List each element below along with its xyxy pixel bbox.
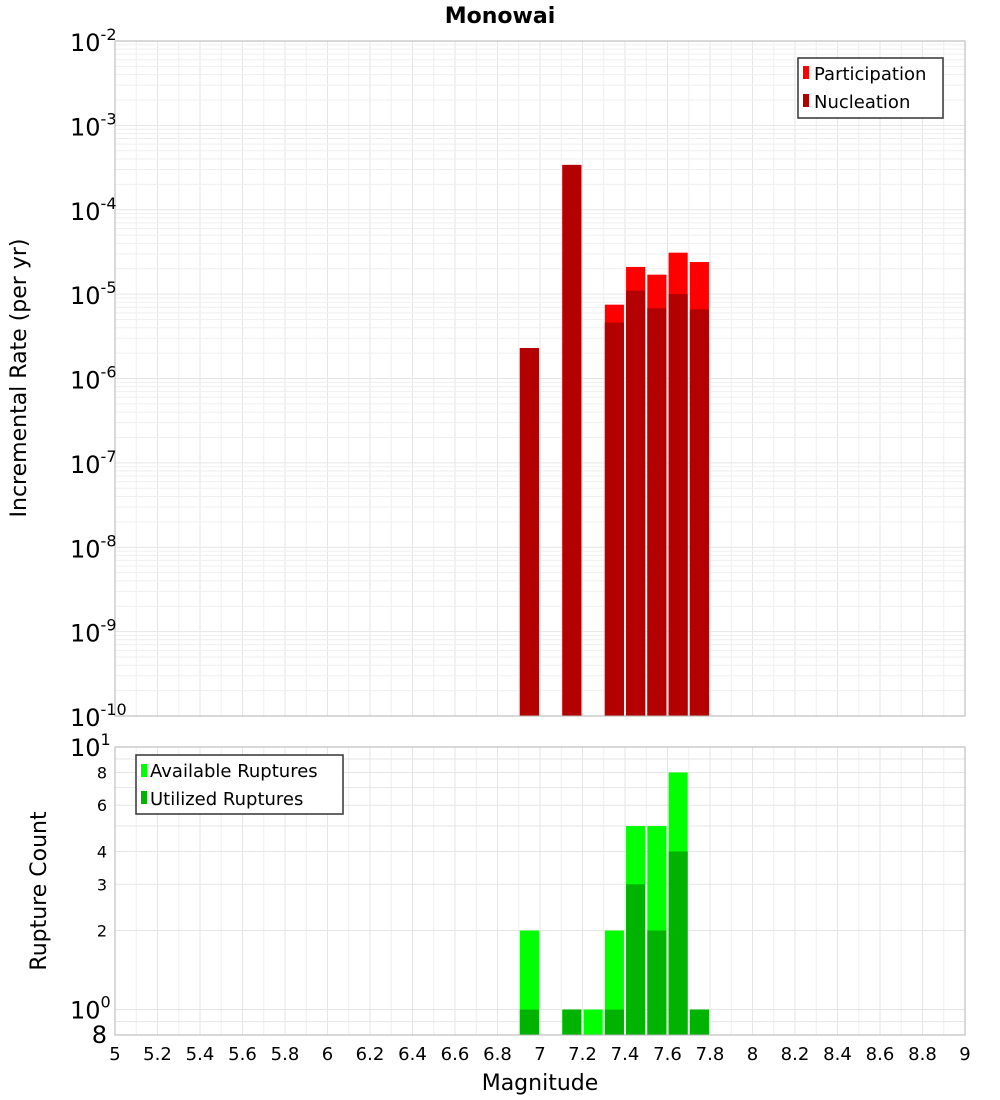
x-tick-label: 6.4 bbox=[398, 1044, 427, 1065]
count-y-tick-label: 8 bbox=[92, 1021, 107, 1049]
legend-available-swatch bbox=[141, 764, 147, 777]
rate-y-tick-label: 10-3 bbox=[70, 109, 117, 141]
legend-participation-label: Participation bbox=[814, 64, 926, 85]
legend-participation-swatch bbox=[803, 66, 809, 79]
x-tick-label: 7.4 bbox=[611, 1044, 640, 1065]
nucleation-bar bbox=[668, 294, 688, 716]
rate-y-tick-label: 10-7 bbox=[70, 447, 117, 479]
count-y-tick-label: 8 bbox=[97, 763, 107, 782]
rate-bars bbox=[519, 164, 709, 716]
rate-y-tick-label: 10-9 bbox=[70, 616, 117, 648]
available-bar bbox=[604, 930, 624, 1035]
count-y-tick-label: 3 bbox=[97, 875, 107, 894]
nucleation-bar bbox=[562, 164, 582, 716]
count-legend: Available Ruptures Utilized Ruptures bbox=[135, 754, 344, 815]
x-tick-label: 6.8 bbox=[483, 1044, 512, 1065]
nucleation-bar bbox=[626, 290, 646, 716]
x-tick-label: 5.4 bbox=[186, 1044, 215, 1065]
rate-legend: Participation Nucleation bbox=[797, 57, 944, 119]
rate-y-axis-label: Incremental Rate (per yr) bbox=[7, 239, 32, 518]
x-tick-label: 7.8 bbox=[696, 1044, 725, 1065]
rate-y-tick-label: 10-6 bbox=[70, 363, 117, 395]
x-tick-label: 7 bbox=[534, 1044, 545, 1065]
x-tick-label: 5 bbox=[109, 1044, 120, 1065]
legend-nucleation-label: Nucleation bbox=[814, 92, 910, 113]
legend-utilized-swatch bbox=[141, 791, 147, 804]
x-tick-label: 6.2 bbox=[356, 1044, 385, 1065]
rate-y-tick-label: 10-4 bbox=[70, 194, 117, 226]
rate-plot-area bbox=[114, 40, 966, 717]
x-tick-label: 6 bbox=[322, 1044, 333, 1065]
utilized-bar bbox=[689, 1009, 709, 1035]
rate-panel: 10-2 10-3 10-4 10-5 10-6 10-7 10-8 10-9 10-10 Mo… bbox=[7, 4, 966, 732]
count-plot-area bbox=[114, 746, 966, 1036]
count-y-tick-label: 101 bbox=[70, 730, 111, 762]
count-y-axis-label: Rupture Count bbox=[27, 811, 52, 971]
nucleation-bar bbox=[604, 322, 624, 716]
x-tick-label: 8.2 bbox=[781, 1044, 810, 1065]
count-legend-box bbox=[135, 754, 344, 815]
x-axis-label: Magnitude bbox=[482, 1071, 599, 1096]
count-y-tick-label: 2 bbox=[97, 922, 107, 941]
available-bar bbox=[583, 1009, 603, 1035]
count-bars bbox=[519, 772, 709, 1035]
x-tick-label: 5.6 bbox=[228, 1044, 257, 1065]
chart-title: Monowai bbox=[445, 4, 556, 29]
rate-legend-box bbox=[797, 57, 944, 119]
nucleation-bar bbox=[689, 309, 709, 716]
available-bar bbox=[519, 930, 539, 1035]
legend-available-label: Available Ruptures bbox=[150, 761, 318, 782]
x-tick-label: 8.4 bbox=[823, 1044, 852, 1065]
rate-y-tick-label: 10-2 bbox=[70, 25, 117, 57]
utilized-bar bbox=[626, 884, 646, 1035]
rate-y-ticks: 10-2 10-3 10-4 10-5 10-6 10-7 10-8 10-9 10-10 bbox=[70, 25, 127, 732]
utilized-bar bbox=[519, 1009, 539, 1035]
x-tick-label: 9 bbox=[959, 1044, 970, 1065]
x-tick-label: 6.6 bbox=[441, 1044, 470, 1065]
x-tick-label: 8.8 bbox=[908, 1044, 937, 1065]
count-y-tick-label: 6 bbox=[97, 796, 107, 815]
legend-nucleation-swatch bbox=[803, 94, 809, 107]
rate-y-tick-label: 10-5 bbox=[70, 278, 117, 310]
count-y-tick-label: 100 bbox=[70, 993, 111, 1025]
utilized-bar bbox=[604, 1009, 624, 1035]
x-tick-label: 5.8 bbox=[271, 1044, 300, 1065]
magnitude-x-ticks: 5 5.2 5.4 5.6 5.8 6 6.2 6.4 6.6 6.8 7 7.2 7.4 7.6 7.8 8… bbox=[109, 1044, 970, 1065]
utilized-bar bbox=[668, 851, 688, 1035]
x-tick-label: 8 bbox=[747, 1044, 758, 1065]
utilized-bar bbox=[562, 1009, 582, 1035]
nucleation-bar bbox=[647, 308, 667, 716]
rate-y-tick-label: 10-8 bbox=[70, 531, 117, 563]
x-tick-label: 8.6 bbox=[866, 1044, 895, 1065]
legend-utilized-label: Utilized Ruptures bbox=[150, 789, 303, 810]
rate-grid bbox=[114, 41, 966, 717]
rate-y-tick-label: 10-10 bbox=[70, 700, 127, 732]
utilized-bar bbox=[647, 930, 667, 1035]
x-tick-label: 7.2 bbox=[568, 1044, 597, 1065]
x-tick-label: 5.2 bbox=[143, 1044, 172, 1065]
nucleation-bar bbox=[519, 347, 539, 716]
x-tick-label: 7.6 bbox=[653, 1044, 682, 1065]
count-y-tick-label: 4 bbox=[97, 842, 107, 861]
